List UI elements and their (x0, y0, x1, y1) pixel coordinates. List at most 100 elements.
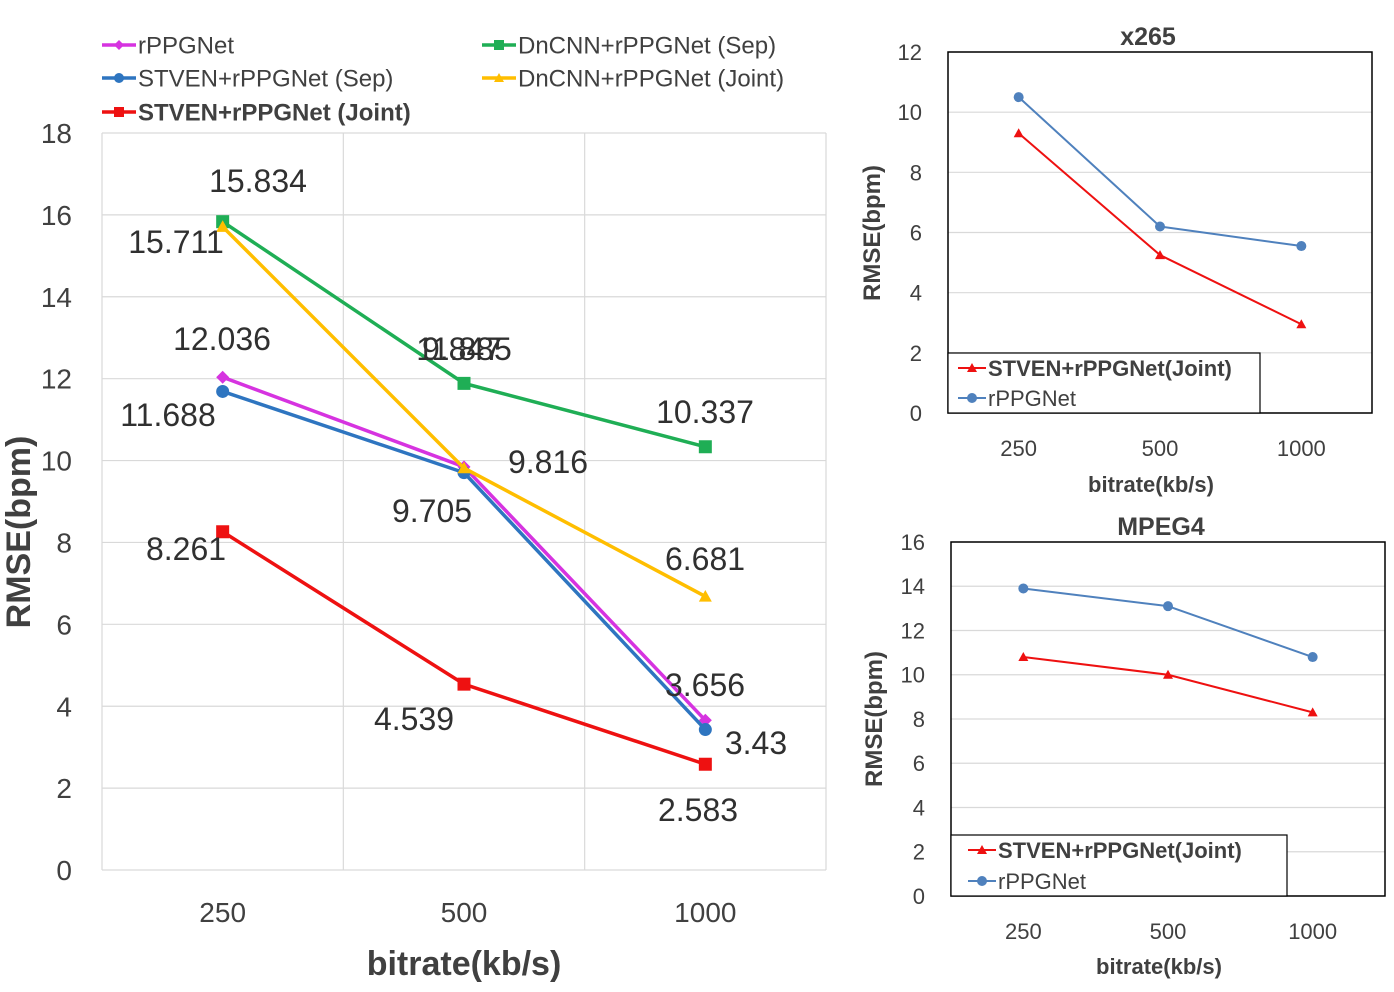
y-tick-label: 12 (901, 618, 925, 643)
data-point (1018, 583, 1029, 594)
x-tick-label: 250 (1000, 436, 1037, 461)
legend-label: DnCNN+rPPGNet (Sep) (518, 33, 776, 60)
y-tick-label: 10 (901, 663, 925, 688)
data-point (1163, 669, 1173, 679)
y-tick-label: 6 (910, 220, 922, 245)
data-label: 3.43 (725, 725, 787, 761)
data-point (1296, 241, 1307, 252)
legend-label: STVEN+rPPGNet (Joint) (138, 100, 411, 127)
data-point (1013, 128, 1024, 138)
x-tick-label: 500 (1142, 436, 1179, 461)
series-line (221, 225, 707, 598)
y-axis-label: RMSE(bpm) (861, 651, 888, 787)
data-point (1018, 652, 1029, 662)
y-tick-label: 6 (56, 609, 72, 640)
data-label: 11.688 (120, 397, 216, 433)
legend-swatch-marker (494, 73, 504, 82)
y-tick-label: 4 (56, 691, 72, 722)
data-point (216, 370, 230, 384)
data-label: 9.816 (508, 444, 588, 480)
data-point (1155, 221, 1165, 232)
y-tick-label: 16 (901, 530, 925, 555)
y-axis-label: RMSE(bpm) (0, 436, 38, 629)
x-tick-label: 1000 (674, 897, 736, 928)
series-line (221, 530, 706, 766)
legend-swatch-marker (114, 73, 124, 83)
legend-swatch-marker (114, 40, 124, 50)
x-tick-label: 250 (1005, 919, 1042, 944)
data-label: 15.834 (209, 163, 307, 199)
data-point (216, 220, 230, 232)
data-label: 8.261 (146, 531, 226, 567)
data-label: 6.681 (665, 541, 745, 577)
y-tick-label: 12 (898, 40, 922, 65)
y-axis-label: RMSE(bpm) (859, 165, 886, 301)
x-tick-label: 250 (199, 897, 246, 928)
data-point (1296, 319, 1307, 329)
data-label: 4.539 (374, 701, 454, 737)
data-label: 11.885 (416, 331, 512, 367)
y-tick-label: 14 (901, 574, 925, 599)
data-point (216, 384, 230, 398)
data-point (457, 677, 471, 691)
x-axis-label: bitrate(kb/s) (367, 945, 562, 983)
x-axis-label: bitrate(kb/s) (1088, 472, 1214, 497)
legend-label: rPPGNet (138, 33, 234, 60)
y-tick-label: 2 (910, 341, 922, 366)
legend-label: rPPGNet (988, 386, 1076, 411)
y-tick-label: 0 (910, 401, 922, 426)
legend-label: DnCNN+rPPGNet (Joint) (518, 66, 784, 93)
y-tick-label: 8 (910, 160, 922, 185)
legend-label: rPPGNet (998, 869, 1086, 894)
data-label: 15.711 (128, 224, 224, 260)
data-label: 2.583 (658, 792, 738, 828)
data-label: 3.656 (665, 667, 745, 703)
data-point (457, 376, 471, 390)
data-point (1155, 250, 1165, 260)
legend-swatch-marker (977, 876, 987, 886)
legend-label: STVEN+rPPGNet(Joint) (988, 356, 1232, 381)
y-tick-label: 6 (913, 751, 925, 776)
data-label: 10.337 (656, 394, 754, 430)
y-tick-label: 4 (910, 281, 922, 306)
data-point (216, 525, 230, 539)
data-label: 12.036 (173, 321, 271, 357)
y-tick-label: 2 (56, 773, 72, 804)
x-tick-label: 1000 (1277, 436, 1326, 461)
legend-swatch-marker (967, 363, 977, 372)
data-point (698, 757, 712, 771)
data-label: 9.705 (392, 493, 472, 529)
data-point (698, 723, 712, 737)
legend-box (950, 834, 1288, 897)
y-tick-label: 4 (913, 795, 925, 820)
legend-swatch-marker (114, 107, 124, 117)
legend-swatch-marker (494, 40, 504, 50)
data-point (1307, 707, 1318, 717)
data-label: 9.847 (422, 331, 502, 367)
y-tick-label: 8 (913, 707, 925, 732)
chart-1: 0 2 4 6 8 10 12 250 500 1000 bitrate(kb/s) RMSE(bpm… (859, 23, 1373, 497)
y-tick-label: 16 (41, 200, 72, 231)
x-tick-label: 500 (1150, 919, 1187, 944)
series-line (1023, 656, 1313, 714)
series-line (1023, 587, 1313, 658)
y-tick-label: 0 (913, 884, 925, 909)
y-tick-label: 12 (41, 364, 72, 395)
y-tick-label: 18 (41, 118, 72, 149)
legend-swatch-marker (977, 845, 987, 854)
legend-label: STVEN+rPPGNet(Joint) (998, 838, 1242, 863)
y-tick-label: 10 (41, 446, 72, 477)
chart-2: 0 2 4 6 8 10 12 14 16 250 500 1000 bitrate(kb/s) RMSE… (861, 513, 1386, 979)
y-tick-label: 2 (913, 840, 925, 865)
data-point (1013, 92, 1024, 103)
x-tick-label: 500 (441, 897, 488, 928)
legend-label: STVEN+rPPGNet (Sep) (138, 66, 393, 93)
legend-swatch-marker (967, 393, 977, 403)
data-point (1307, 652, 1318, 663)
chart-title: x265 (1120, 23, 1176, 51)
data-point (698, 440, 712, 454)
chart-title: MPEG4 (1117, 513, 1205, 541)
data-point (698, 589, 712, 602)
y-tick-label: 10 (898, 100, 922, 125)
